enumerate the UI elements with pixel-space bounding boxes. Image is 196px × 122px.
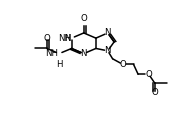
Text: O: O (44, 34, 50, 43)
Text: O: O (120, 60, 126, 69)
Text: N: N (81, 49, 87, 58)
Text: H: H (56, 60, 62, 69)
Text: NH: NH (59, 34, 72, 43)
Text: N: N (64, 34, 71, 43)
Text: O: O (145, 70, 152, 79)
Text: N: N (104, 46, 111, 55)
Text: N: N (104, 28, 111, 37)
Text: O: O (80, 14, 87, 23)
Text: O: O (152, 88, 158, 97)
Text: NH: NH (45, 49, 58, 58)
